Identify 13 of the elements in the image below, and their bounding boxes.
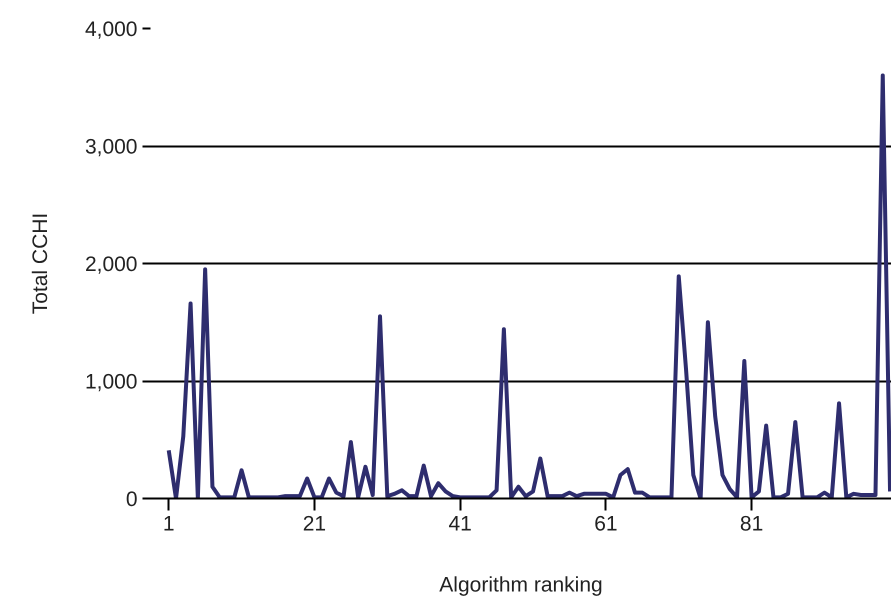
y-tick-label: 1,000 — [84, 370, 138, 394]
x-tick-label: 61 — [594, 512, 618, 536]
y-axis-title: Total CCHI — [28, 212, 52, 314]
y-tick-label: 0 — [126, 488, 138, 511]
x-tick-label: 41 — [448, 512, 472, 536]
y-tick-label: 4,000 — [84, 18, 138, 41]
y-tick-label: 2,000 — [84, 253, 138, 276]
x-axis-title: Algorithm ranking — [439, 574, 603, 596]
line-series — [166, 74, 891, 498]
x-tick-label: 1 — [162, 512, 175, 536]
y-tick-label: 3,000 — [84, 136, 138, 158]
x-tick-label: 21 — [302, 512, 326, 536]
x-tick-label: 81 — [740, 512, 764, 536]
